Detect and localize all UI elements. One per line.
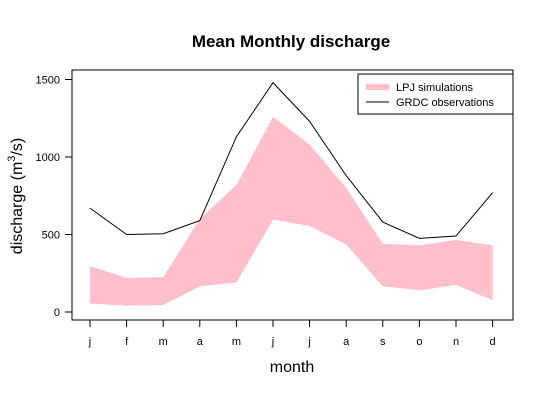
x-tick-label: m [232,336,241,348]
legend: LPJ simulations GRDC observations [357,73,514,115]
y-axis-label-end: /s) [9,138,26,156]
legend-label-grdc: GRDC observations [396,97,494,109]
y-tick-label: 500 [42,230,60,242]
x-tick-label: d [490,336,496,348]
y-tick-label: 1500 [36,75,60,87]
plot-frame [71,69,514,321]
y-axis-label: discharge (m3/s) [6,138,26,254]
x-tick-label: j [88,336,91,348]
grdc-observations-line [89,81,493,239]
x-tick-label: f [125,336,129,348]
y-tick-label: 0 [54,307,60,319]
lpj-simulation-band [90,116,493,306]
x-tick-label: n [453,336,459,348]
x-tick-label: m [159,336,168,348]
x-tick-label: o [416,336,422,348]
x-tick-label: j [307,336,310,348]
x-tick-label: a [343,336,350,348]
y-axis-label-superscript: 3 [6,156,18,162]
y-axis-label-main: discharge (m [9,162,26,254]
y-axis: 0 500 1000 1500 [36,75,72,319]
x-tick-label: s [380,336,386,348]
legend-box [357,73,514,115]
x-tick-label: j [271,336,274,348]
x-axis-label: month [270,359,314,376]
plot-area [89,81,493,306]
legend-label-lpj: LPJ simulations [396,82,474,94]
x-tick-label: a [197,336,204,348]
y-tick-label: 1000 [36,152,60,164]
chart-title: Mean Monthly discharge [192,32,390,51]
